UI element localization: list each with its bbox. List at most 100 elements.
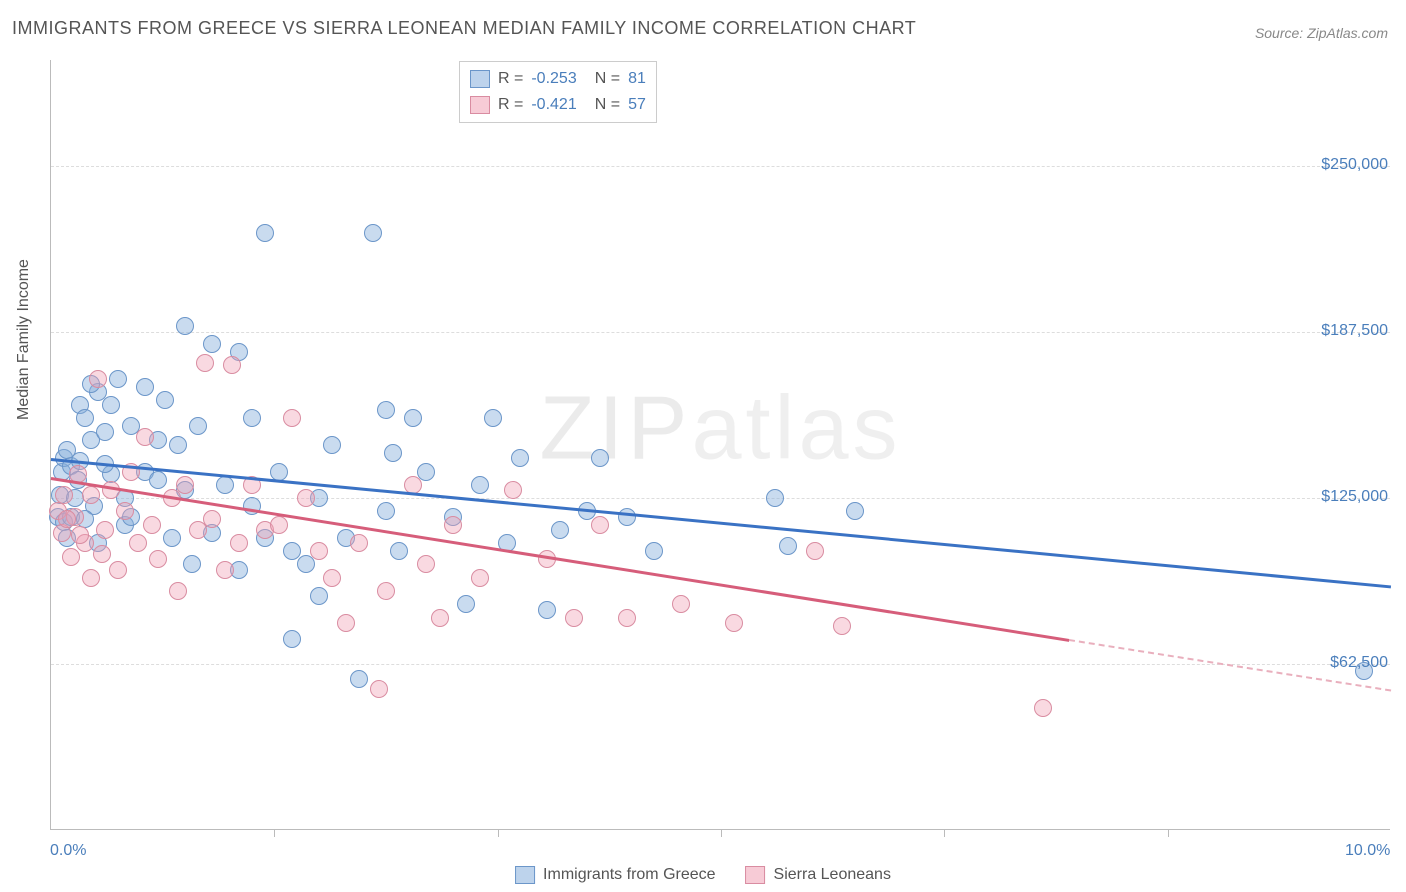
point-greece <box>417 463 435 481</box>
point-greece <box>176 317 194 335</box>
point-greece <box>76 409 94 427</box>
x-minor-tick <box>274 829 275 837</box>
point-sierra-leone <box>223 356 241 374</box>
point-greece <box>189 417 207 435</box>
point-greece <box>136 378 154 396</box>
point-greece <box>645 542 663 560</box>
point-greece <box>156 391 174 409</box>
point-sierra-leone <box>283 409 301 427</box>
point-greece <box>377 502 395 520</box>
legend-item-sierra-leone: Sierra Leoneans <box>746 866 891 884</box>
point-greece <box>350 670 368 688</box>
legend-row-greece: R = -0.253 N = 81 <box>470 66 646 92</box>
point-sierra-leone <box>806 542 824 560</box>
point-greece <box>538 601 556 619</box>
point-greece <box>591 449 609 467</box>
point-sierra-leone <box>93 545 111 563</box>
swatch-greece <box>470 70 490 88</box>
y-tick-label: $187,500 <box>1321 322 1388 340</box>
gridline-horizontal <box>51 166 1390 167</box>
x-minor-tick <box>721 829 722 837</box>
point-sierra-leone <box>116 502 134 520</box>
point-greece <box>323 436 341 454</box>
point-sierra-leone <box>310 542 328 560</box>
chart-title: IMMIGRANTS FROM GREECE VS SIERRA LEONEAN… <box>12 18 916 39</box>
point-sierra-leone <box>82 569 100 587</box>
point-sierra-leone <box>149 550 167 568</box>
swatch-greece-icon <box>515 866 535 884</box>
point-greece <box>404 409 422 427</box>
point-sierra-leone <box>504 481 522 499</box>
x-minor-tick <box>498 829 499 837</box>
point-greece <box>310 587 328 605</box>
y-tick-label: $250,000 <box>1321 156 1388 174</box>
point-greece <box>384 444 402 462</box>
point-sierra-leone <box>444 516 462 534</box>
point-greece <box>96 423 114 441</box>
point-sierra-leone <box>725 614 743 632</box>
point-sierra-leone <box>591 516 609 534</box>
point-greece <box>149 471 167 489</box>
point-greece <box>169 436 187 454</box>
x-minor-tick <box>944 829 945 837</box>
point-greece <box>102 396 120 414</box>
point-sierra-leone <box>417 555 435 573</box>
correlation-legend: R = -0.253 N = 81 R = -0.421 N = 57 <box>459 61 657 123</box>
source-attribution: Source: ZipAtlas.com <box>1255 25 1388 41</box>
point-greece <box>283 630 301 648</box>
point-greece <box>846 502 864 520</box>
point-sierra-leone <box>370 680 388 698</box>
point-sierra-leone <box>431 609 449 627</box>
point-greece <box>766 489 784 507</box>
point-sierra-leone <box>833 617 851 635</box>
plot-area: ZIPatlas <box>50 60 1390 830</box>
point-sierra-leone <box>377 582 395 600</box>
point-sierra-leone <box>337 614 355 632</box>
point-sierra-leone <box>58 510 76 528</box>
point-sierra-leone <box>96 521 114 539</box>
point-sierra-leone <box>196 354 214 372</box>
point-greece <box>297 555 315 573</box>
point-greece <box>484 409 502 427</box>
point-sierra-leone <box>109 561 127 579</box>
point-sierra-leone <box>55 486 73 504</box>
point-sierra-leone <box>89 370 107 388</box>
point-greece <box>243 409 261 427</box>
point-greece <box>377 401 395 419</box>
point-sierra-leone <box>216 561 234 579</box>
point-sierra-leone <box>618 609 636 627</box>
point-sierra-leone <box>471 569 489 587</box>
point-greece <box>471 476 489 494</box>
swatch-sierra-leone <box>470 96 490 114</box>
x-tick-label: 0.0% <box>50 842 86 860</box>
gridline-horizontal <box>51 664 1390 665</box>
point-greece <box>183 555 201 573</box>
x-minor-tick <box>1168 829 1169 837</box>
point-sierra-leone <box>136 428 154 446</box>
point-sierra-leone <box>350 534 368 552</box>
gridline-horizontal <box>51 332 1390 333</box>
point-sierra-leone <box>1034 699 1052 717</box>
point-greece <box>256 224 274 242</box>
legend-row-sierra-leone: R = -0.421 N = 57 <box>470 92 646 118</box>
point-greece <box>779 537 797 555</box>
point-greece <box>163 529 181 547</box>
point-greece <box>551 521 569 539</box>
point-greece <box>203 335 221 353</box>
point-sierra-leone <box>323 569 341 587</box>
point-sierra-leone <box>297 489 315 507</box>
point-greece <box>216 476 234 494</box>
point-sierra-leone <box>169 582 187 600</box>
point-greece <box>511 449 529 467</box>
point-sierra-leone <box>230 534 248 552</box>
point-sierra-leone <box>82 486 100 504</box>
point-sierra-leone <box>672 595 690 613</box>
point-sierra-leone <box>565 609 583 627</box>
y-axis-label: Median Family Income <box>15 259 33 420</box>
point-greece <box>618 508 636 526</box>
y-tick-label: $62,500 <box>1330 654 1388 672</box>
swatch-sierra-leone-icon <box>746 866 766 884</box>
x-tick-label: 10.0% <box>1345 842 1390 860</box>
point-greece <box>390 542 408 560</box>
point-greece <box>457 595 475 613</box>
